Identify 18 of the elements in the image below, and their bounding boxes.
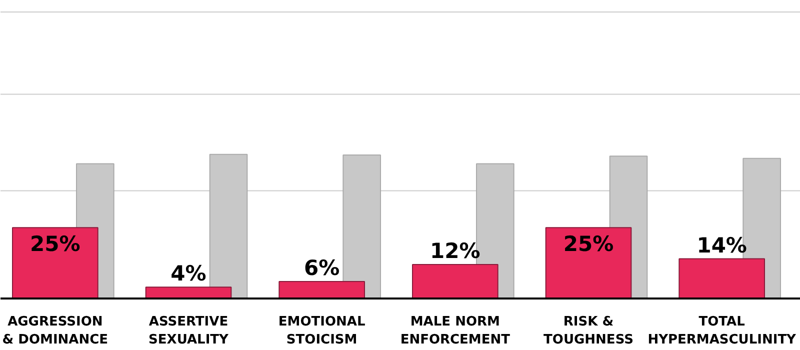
bar — [278, 280, 365, 298]
bar — [545, 227, 632, 298]
x-tick-label: TOTAL HYPERMASCULINITY — [648, 314, 797, 348]
data-label: 12% — [430, 239, 480, 264]
bar — [678, 258, 765, 298]
data-label: 25% — [563, 232, 614, 256]
bar — [12, 227, 98, 298]
bar — [412, 264, 498, 298]
x-tick-label: MALE NORM ENFORCEMENT — [400, 314, 510, 348]
x-tick-label: ASSERTIVE SEXUALITY — [148, 314, 230, 348]
data-label: 14% — [696, 233, 747, 258]
data-label: 6% — [304, 256, 340, 280]
data-label: 4% — [170, 262, 206, 286]
x-tick-label: AGGRESSION & DOMINANCE — [2, 314, 108, 348]
data-label: 25% — [30, 232, 80, 256]
x-tick-label: RISK & TOUGHNESS — [544, 314, 634, 348]
bar — [145, 286, 232, 298]
x-tick-label: EMOTIONAL STOICISM — [278, 314, 366, 348]
